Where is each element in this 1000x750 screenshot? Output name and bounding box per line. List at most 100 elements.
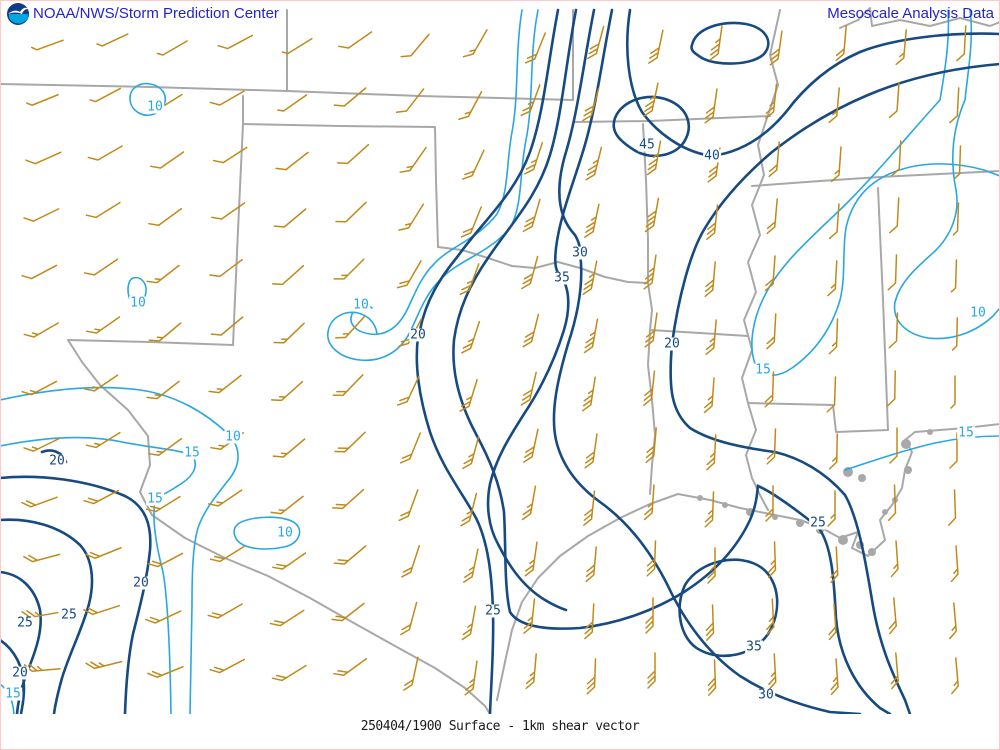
shear-barb (584, 603, 595, 640)
marsh-blob (904, 466, 912, 474)
shear-barb (827, 260, 838, 297)
shear-barb (707, 547, 716, 584)
shear-barb (148, 438, 183, 456)
shear-barb (23, 553, 61, 563)
shear-barb (269, 609, 305, 627)
shear-barb (459, 378, 478, 412)
shear-barb (459, 263, 480, 296)
shear-barb (705, 604, 715, 641)
minor-contour-15 (350, 9, 523, 336)
shear-barb (210, 316, 244, 336)
contour-label-35: 35 (553, 270, 571, 286)
contour-label-20: 20 (132, 575, 150, 591)
contour-label-35: 35 (745, 639, 763, 655)
shear-barb (463, 548, 479, 583)
shear-barb (706, 204, 719, 240)
shear-barb (21, 380, 58, 396)
marsh-blob (882, 509, 888, 515)
contour-label-25: 25 (484, 603, 502, 619)
major-contour-40 (626, 8, 1000, 158)
shear-barb (643, 484, 655, 521)
shear-barb (462, 29, 488, 58)
state-border-line (839, 7, 1000, 29)
shear-barb (209, 90, 245, 106)
shear-barb (766, 198, 778, 235)
contour-label-20: 20 (48, 453, 66, 469)
shear-barb (281, 37, 313, 55)
shear-barb (830, 546, 839, 584)
state-border-line (496, 493, 679, 701)
major-contour-25 (0, 518, 94, 714)
minor-contour-10 (327, 9, 539, 362)
state-border-line (437, 246, 649, 284)
shear-barb (30, 39, 64, 51)
minor-contour-10 (893, 9, 1000, 340)
shear-barb (888, 597, 897, 635)
shear-barb (895, 29, 907, 66)
shear-barb (886, 370, 896, 407)
shear-barb (585, 146, 603, 181)
shear-barb (954, 145, 962, 179)
shear-barb (85, 201, 121, 219)
map-caption: 250404/1900 Surface - 1km shear vector (360, 719, 640, 734)
contour-label-20: 20 (11, 665, 29, 681)
shear-barb (275, 151, 309, 171)
shear-barb (270, 380, 304, 402)
state-border-line (747, 402, 889, 433)
shear-barb (648, 29, 664, 64)
shear-barb (338, 31, 373, 49)
shear-barb (85, 547, 122, 559)
shear-barb (524, 541, 538, 577)
shear-barb (207, 489, 243, 507)
shear-barb (584, 433, 598, 469)
shear-barb (645, 597, 654, 634)
shear-barb (272, 438, 306, 458)
shear-barb (646, 540, 657, 577)
shear-barb (334, 315, 366, 339)
shear-barb (395, 88, 425, 113)
shear-barb (764, 371, 775, 408)
state-border-line (741, 9, 781, 511)
shear-barb (145, 495, 181, 513)
shear-barb (523, 428, 539, 463)
shear-barb (888, 82, 900, 119)
shear-barb (587, 25, 605, 60)
shear-barb (460, 492, 478, 527)
shear-barb (146, 380, 180, 400)
shear-barb (828, 203, 840, 240)
shear-barb (522, 313, 540, 348)
contour-label-15: 15 (957, 425, 975, 441)
shear-barb (146, 264, 180, 284)
shear-barb (331, 602, 365, 622)
major-contour-20 (669, 62, 1000, 714)
contour-label-40: 40 (703, 148, 721, 164)
shear-barb (211, 202, 246, 220)
state-border-line (649, 329, 749, 337)
shear-barb (949, 87, 960, 124)
shear-barb (462, 149, 485, 180)
shear-barb (208, 374, 242, 394)
shear-barb (271, 264, 305, 286)
shear-barb (398, 489, 419, 522)
shear-barb (277, 94, 308, 112)
marsh-blob (796, 519, 804, 527)
page-title: NOAA/NWS/Storm Prediction Center (33, 5, 279, 22)
shear-barb (952, 202, 960, 236)
shear-barb (145, 610, 182, 624)
noaa-logo-icon (7, 3, 29, 25)
shear-barb (398, 203, 425, 231)
shear-barb (586, 658, 597, 695)
major-contour-45 (690, 21, 770, 65)
shear-barb (951, 317, 958, 351)
shear-barb (400, 601, 418, 636)
shear-barb (272, 552, 307, 570)
shear-barb (21, 264, 58, 280)
shear-barb (951, 657, 959, 695)
shear-barb (950, 259, 958, 293)
shear-barb (147, 666, 184, 678)
contour-label-10: 10 (146, 99, 164, 115)
shear-barb (148, 208, 183, 226)
shear-barb (86, 316, 121, 334)
shear-barb (156, 40, 188, 56)
major-contour-35 (486, 8, 614, 612)
